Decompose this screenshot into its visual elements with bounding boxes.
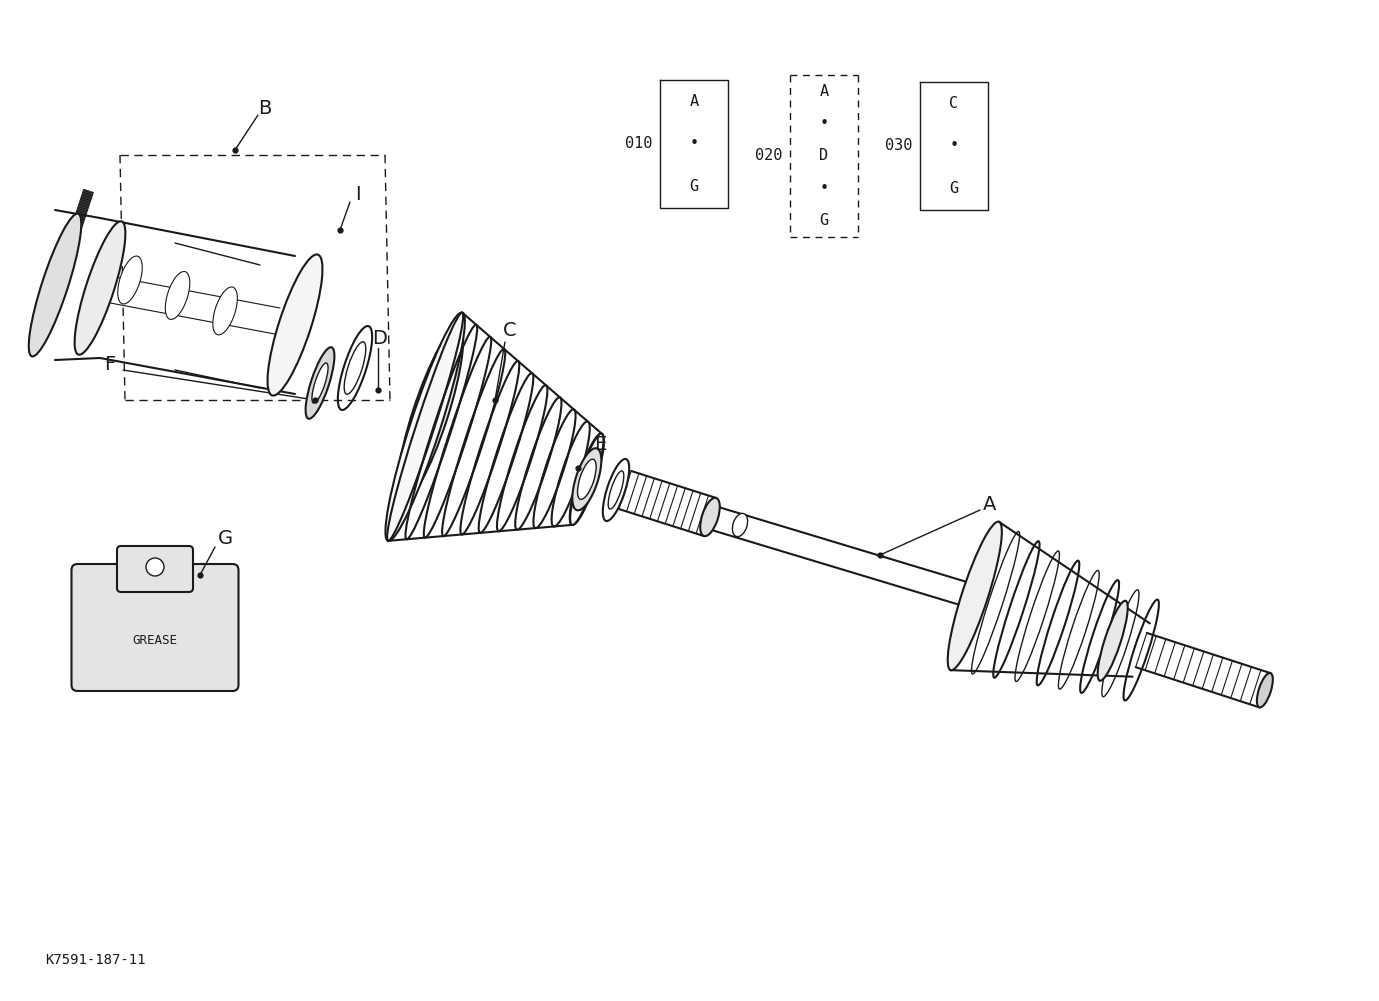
Ellipse shape: [74, 221, 125, 354]
Text: F: F: [105, 355, 116, 374]
Ellipse shape: [1256, 673, 1273, 708]
Ellipse shape: [608, 470, 623, 510]
Text: •: •: [690, 136, 699, 151]
Text: •: •: [949, 138, 958, 153]
Text: 020: 020: [754, 148, 782, 163]
Text: G: G: [690, 179, 699, 194]
Ellipse shape: [212, 287, 237, 335]
Ellipse shape: [732, 514, 747, 537]
Ellipse shape: [701, 497, 720, 537]
Ellipse shape: [29, 213, 81, 356]
Text: D: D: [372, 328, 387, 347]
Ellipse shape: [397, 327, 463, 504]
Ellipse shape: [572, 448, 601, 511]
Ellipse shape: [165, 271, 190, 319]
Text: G: G: [218, 529, 233, 548]
Ellipse shape: [306, 347, 334, 418]
Ellipse shape: [385, 312, 465, 541]
Ellipse shape: [947, 522, 1003, 671]
Ellipse shape: [312, 363, 328, 403]
Text: C: C: [503, 320, 517, 339]
Text: GREASE: GREASE: [132, 634, 178, 647]
Text: K7591-187-11: K7591-187-11: [46, 953, 146, 967]
Text: A: A: [983, 495, 997, 515]
FancyBboxPatch shape: [72, 564, 239, 691]
Text: C: C: [949, 96, 958, 111]
Text: I: I: [356, 185, 361, 204]
Text: G: G: [949, 181, 958, 196]
Text: •: •: [819, 116, 829, 131]
Text: 010: 010: [625, 136, 652, 151]
Circle shape: [146, 558, 164, 576]
Ellipse shape: [345, 341, 365, 394]
Ellipse shape: [268, 254, 323, 395]
Ellipse shape: [570, 433, 604, 525]
Text: D: D: [819, 148, 829, 163]
FancyBboxPatch shape: [117, 546, 193, 592]
Text: A: A: [819, 84, 829, 99]
Ellipse shape: [578, 459, 596, 499]
Ellipse shape: [1098, 601, 1128, 681]
Text: B: B: [258, 98, 272, 117]
Ellipse shape: [117, 256, 142, 304]
Text: •: •: [819, 181, 829, 196]
Ellipse shape: [408, 357, 451, 472]
Text: A: A: [690, 94, 699, 109]
Ellipse shape: [423, 396, 437, 433]
Text: 030: 030: [884, 138, 912, 153]
Text: E: E: [594, 435, 607, 454]
Text: G: G: [819, 213, 829, 228]
